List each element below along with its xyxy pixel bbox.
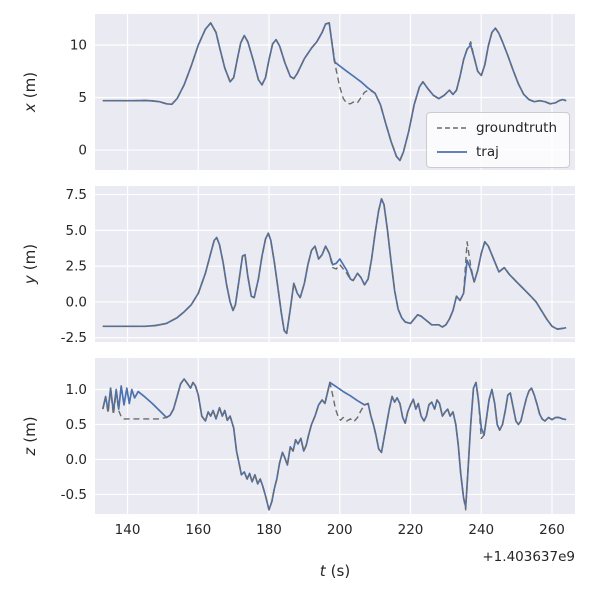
legend-label-groundtruth: groundtruth (475, 120, 557, 136)
legend-label-traj: traj (475, 144, 499, 160)
xlabel-var: t (319, 562, 326, 580)
legend-item-groundtruth: groundtruth (436, 120, 557, 136)
ylabel-x-unit: (m) (21, 71, 39, 99)
y-tick-label: -2.5 (61, 330, 87, 346)
ylabel-x-var: x (21, 103, 39, 113)
x-tick-label: 200 (327, 522, 353, 538)
series-traj-line (101, 378, 567, 511)
dashed-line-sample-icon (436, 127, 467, 129)
ylabel-z: z (m) (21, 416, 39, 455)
x-tick-label: 220 (398, 522, 424, 538)
ylabel-z-var: z (21, 447, 39, 456)
legend: groundtruth traj (425, 112, 570, 168)
y-tick-label: 7.5 (66, 187, 87, 203)
y-tick-label: 10 (70, 37, 87, 53)
xlabel-unit: (s) (330, 562, 351, 580)
series-traj-line (102, 22, 567, 162)
x-offset-text: +1.403637e9 (482, 549, 575, 565)
y-tick-label: 1.0 (66, 382, 87, 398)
y-tick-label: 2.5 (66, 259, 87, 275)
y-tick-label: 5.0 (66, 223, 87, 239)
y-tick-label: 0.0 (66, 294, 87, 310)
y-tick-label: 0.5 (66, 417, 87, 433)
ylabel-y: y (m) (21, 244, 39, 284)
ylabel-x: x (m) (21, 72, 39, 112)
series-groundtruth-line (102, 198, 567, 335)
legend-item-traj: traj (436, 144, 557, 160)
x-tick-label: 180 (256, 522, 282, 538)
x-tick-label: 260 (539, 522, 565, 538)
x-tick-label: 160 (185, 522, 211, 538)
plot-area (95, 358, 575, 514)
ylabel-y-var: y (21, 275, 39, 285)
y-tick-label: 0.0 (66, 452, 87, 468)
x-tick-label: 240 (468, 522, 494, 538)
series-groundtruth-line (102, 378, 567, 511)
y-tick-label: 0 (78, 143, 87, 159)
y-tick-label: -0.5 (61, 487, 87, 503)
y-tick-label: 5 (78, 90, 87, 106)
ylabel-z-unit: (m) (21, 416, 39, 443)
series-groundtruth-line (102, 22, 567, 162)
x-tick-label: 140 (115, 522, 141, 538)
xlabel: t (s) (320, 562, 350, 580)
ylabel-y-unit: (m) (21, 243, 39, 271)
solid-line-sample-icon (436, 151, 467, 153)
